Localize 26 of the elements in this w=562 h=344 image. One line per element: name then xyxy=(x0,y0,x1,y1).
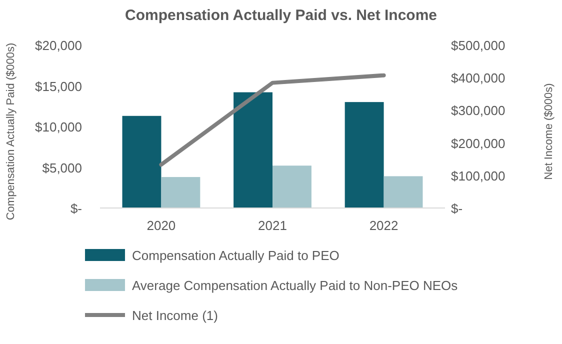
y-axis-title: Compensation Actually Paid ($000s) xyxy=(5,42,17,220)
y2-tick-label: $200,000 xyxy=(451,136,506,151)
bar xyxy=(122,116,162,208)
y-tick-label: $10,000 xyxy=(35,120,82,134)
y-tick-label: $5,000 xyxy=(42,160,82,176)
bar xyxy=(161,177,200,208)
y2-tick-label: $- xyxy=(451,201,463,216)
y-tick-label: $15,000 xyxy=(35,78,82,94)
y2-tick-label: $300,000 xyxy=(451,103,506,118)
legend-label: Average Compensation Actually Paid to Non-PEO NEOs xyxy=(132,278,458,293)
bar xyxy=(234,92,272,208)
x-tick-label: 2021 xyxy=(258,218,287,233)
y-tick-label: $- xyxy=(70,201,82,216)
y2-tick-label: $100,000 xyxy=(451,168,506,184)
y2-axis-title: Net Income ($000s) xyxy=(543,83,555,180)
bar xyxy=(384,176,423,208)
bar xyxy=(344,102,384,208)
y-tick-label: $20,000 xyxy=(35,38,82,53)
y2-tick-label: $400,000 xyxy=(451,70,506,86)
x-tick-label: 2020 xyxy=(146,218,176,233)
chart-title: Compensation Actually Paid vs. Net Income xyxy=(124,7,438,24)
legend-label: Net Income (1) xyxy=(132,308,218,323)
bar xyxy=(272,166,312,208)
y2-tick-label: $500,000 xyxy=(451,38,506,53)
legend-label: Compensation Actually Paid to PEO xyxy=(132,248,340,263)
x-tick-label: 2022 xyxy=(369,218,398,233)
